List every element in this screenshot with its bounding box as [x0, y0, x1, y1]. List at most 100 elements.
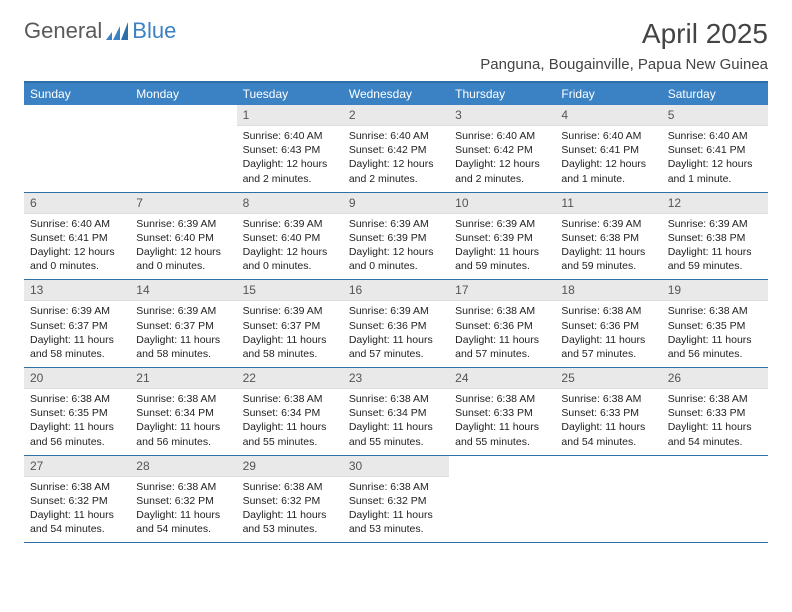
daylight-text: Daylight: 11 hours and 54 minutes.	[668, 420, 762, 448]
day-data: Sunrise: 6:38 AMSunset: 6:35 PMDaylight:…	[24, 389, 130, 455]
sunset-text: Sunset: 6:40 PM	[136, 231, 230, 245]
calendar-cell: 2Sunrise: 6:40 AMSunset: 6:42 PMDaylight…	[343, 105, 449, 192]
calendar-cell: 5Sunrise: 6:40 AMSunset: 6:41 PMDaylight…	[662, 105, 768, 192]
sunset-text: Sunset: 6:36 PM	[561, 319, 655, 333]
calendar-cell	[555, 456, 661, 543]
calendar-cell: 4Sunrise: 6:40 AMSunset: 6:41 PMDaylight…	[555, 105, 661, 192]
day-data: Sunrise: 6:40 AMSunset: 6:43 PMDaylight:…	[237, 126, 343, 192]
brand-chart-icon	[106, 22, 128, 40]
calendar-week: 13Sunrise: 6:39 AMSunset: 6:37 PMDayligh…	[24, 280, 768, 368]
daylight-text: Daylight: 11 hours and 56 minutes.	[30, 420, 124, 448]
calendar-cell: 26Sunrise: 6:38 AMSunset: 6:33 PMDayligh…	[662, 368, 768, 455]
day-data: Sunrise: 6:38 AMSunset: 6:32 PMDaylight:…	[130, 477, 236, 543]
day-number: 16	[343, 280, 449, 301]
sunrise-text: Sunrise: 6:39 AM	[455, 217, 549, 231]
day-data: Sunrise: 6:39 AMSunset: 6:37 PMDaylight:…	[130, 301, 236, 367]
day-number: 8	[237, 193, 343, 214]
sunset-text: Sunset: 6:41 PM	[668, 143, 762, 157]
sunset-text: Sunset: 6:32 PM	[349, 494, 443, 508]
day-data: Sunrise: 6:38 AMSunset: 6:34 PMDaylight:…	[130, 389, 236, 455]
calendar-cell: 1Sunrise: 6:40 AMSunset: 6:43 PMDaylight…	[237, 105, 343, 192]
daylight-text: Daylight: 12 hours and 2 minutes.	[349, 157, 443, 185]
calendar-cell: 12Sunrise: 6:39 AMSunset: 6:38 PMDayligh…	[662, 193, 768, 280]
brand-logo: General Blue	[24, 18, 176, 44]
sunrise-text: Sunrise: 6:38 AM	[243, 480, 337, 494]
sunset-text: Sunset: 6:32 PM	[136, 494, 230, 508]
weekday-label: Thursday	[449, 83, 555, 105]
calendar-cell: 24Sunrise: 6:38 AMSunset: 6:33 PMDayligh…	[449, 368, 555, 455]
calendar-cell: 28Sunrise: 6:38 AMSunset: 6:32 PMDayligh…	[130, 456, 236, 543]
day-number: 30	[343, 456, 449, 477]
sunset-text: Sunset: 6:43 PM	[243, 143, 337, 157]
day-number: 7	[130, 193, 236, 214]
calendar-cell: 25Sunrise: 6:38 AMSunset: 6:33 PMDayligh…	[555, 368, 661, 455]
day-data: Sunrise: 6:39 AMSunset: 6:39 PMDaylight:…	[343, 214, 449, 280]
daylight-text: Daylight: 11 hours and 58 minutes.	[30, 333, 124, 361]
calendar-cell: 19Sunrise: 6:38 AMSunset: 6:35 PMDayligh…	[662, 280, 768, 367]
sunrise-text: Sunrise: 6:38 AM	[349, 392, 443, 406]
sunrise-text: Sunrise: 6:39 AM	[668, 217, 762, 231]
sunrise-text: Sunrise: 6:38 AM	[561, 304, 655, 318]
day-number: 19	[662, 280, 768, 301]
day-number: 4	[555, 105, 661, 126]
brand-text-blue: Blue	[132, 18, 176, 44]
day-number: 6	[24, 193, 130, 214]
calendar-cell: 7Sunrise: 6:39 AMSunset: 6:40 PMDaylight…	[130, 193, 236, 280]
sunrise-text: Sunrise: 6:38 AM	[561, 392, 655, 406]
sunset-text: Sunset: 6:42 PM	[455, 143, 549, 157]
day-data: Sunrise: 6:38 AMSunset: 6:34 PMDaylight:…	[343, 389, 449, 455]
sunset-text: Sunset: 6:33 PM	[455, 406, 549, 420]
day-data: Sunrise: 6:40 AMSunset: 6:41 PMDaylight:…	[662, 126, 768, 192]
weekday-label: Monday	[130, 83, 236, 105]
daylight-text: Daylight: 11 hours and 56 minutes.	[136, 420, 230, 448]
calendar-cell: 8Sunrise: 6:39 AMSunset: 6:40 PMDaylight…	[237, 193, 343, 280]
daylight-text: Daylight: 11 hours and 55 minutes.	[243, 420, 337, 448]
daylight-text: Daylight: 11 hours and 59 minutes.	[455, 245, 549, 273]
calendar-cell: 29Sunrise: 6:38 AMSunset: 6:32 PMDayligh…	[237, 456, 343, 543]
calendar-week: 1Sunrise: 6:40 AMSunset: 6:43 PMDaylight…	[24, 105, 768, 193]
sunrise-text: Sunrise: 6:38 AM	[349, 480, 443, 494]
daylight-text: Daylight: 11 hours and 53 minutes.	[349, 508, 443, 536]
day-data: Sunrise: 6:39 AMSunset: 6:40 PMDaylight:…	[237, 214, 343, 280]
daylight-text: Daylight: 11 hours and 53 minutes.	[243, 508, 337, 536]
calendar-cell: 6Sunrise: 6:40 AMSunset: 6:41 PMDaylight…	[24, 193, 130, 280]
sunset-text: Sunset: 6:32 PM	[243, 494, 337, 508]
day-number: 18	[555, 280, 661, 301]
day-number: 24	[449, 368, 555, 389]
sunrise-text: Sunrise: 6:39 AM	[243, 304, 337, 318]
day-data: Sunrise: 6:38 AMSunset: 6:32 PMDaylight:…	[24, 477, 130, 543]
day-number: 22	[237, 368, 343, 389]
sunrise-text: Sunrise: 6:38 AM	[30, 392, 124, 406]
day-data: Sunrise: 6:40 AMSunset: 6:42 PMDaylight:…	[343, 126, 449, 192]
day-number: 15	[237, 280, 343, 301]
page-header: General Blue April 2025 Panguna, Bougain…	[24, 18, 768, 73]
weekday-label: Sunday	[24, 83, 130, 105]
day-number: 2	[343, 105, 449, 126]
daylight-text: Daylight: 11 hours and 54 minutes.	[136, 508, 230, 536]
sunset-text: Sunset: 6:40 PM	[243, 231, 337, 245]
sunrise-text: Sunrise: 6:39 AM	[561, 217, 655, 231]
calendar-week: 20Sunrise: 6:38 AMSunset: 6:35 PMDayligh…	[24, 368, 768, 456]
sunrise-text: Sunrise: 6:40 AM	[455, 129, 549, 143]
day-number: 28	[130, 456, 236, 477]
daylight-text: Daylight: 12 hours and 2 minutes.	[455, 157, 549, 185]
sunset-text: Sunset: 6:37 PM	[136, 319, 230, 333]
daylight-text: Daylight: 12 hours and 2 minutes.	[243, 157, 337, 185]
daylight-text: Daylight: 11 hours and 56 minutes.	[668, 333, 762, 361]
day-number: 17	[449, 280, 555, 301]
day-number: 9	[343, 193, 449, 214]
day-data: Sunrise: 6:39 AMSunset: 6:39 PMDaylight:…	[449, 214, 555, 280]
daylight-text: Daylight: 11 hours and 54 minutes.	[30, 508, 124, 536]
location-text: Panguna, Bougainville, Papua New Guinea	[480, 56, 768, 73]
sunset-text: Sunset: 6:36 PM	[455, 319, 549, 333]
weekday-label: Wednesday	[343, 83, 449, 105]
month-title: April 2025	[480, 18, 768, 50]
calendar-cell: 27Sunrise: 6:38 AMSunset: 6:32 PMDayligh…	[24, 456, 130, 543]
daylight-text: Daylight: 11 hours and 55 minutes.	[455, 420, 549, 448]
sunset-text: Sunset: 6:38 PM	[561, 231, 655, 245]
day-data: Sunrise: 6:38 AMSunset: 6:36 PMDaylight:…	[555, 301, 661, 367]
sunrise-text: Sunrise: 6:39 AM	[136, 217, 230, 231]
daylight-text: Daylight: 12 hours and 1 minute.	[561, 157, 655, 185]
day-number: 3	[449, 105, 555, 126]
day-data: Sunrise: 6:38 AMSunset: 6:33 PMDaylight:…	[555, 389, 661, 455]
